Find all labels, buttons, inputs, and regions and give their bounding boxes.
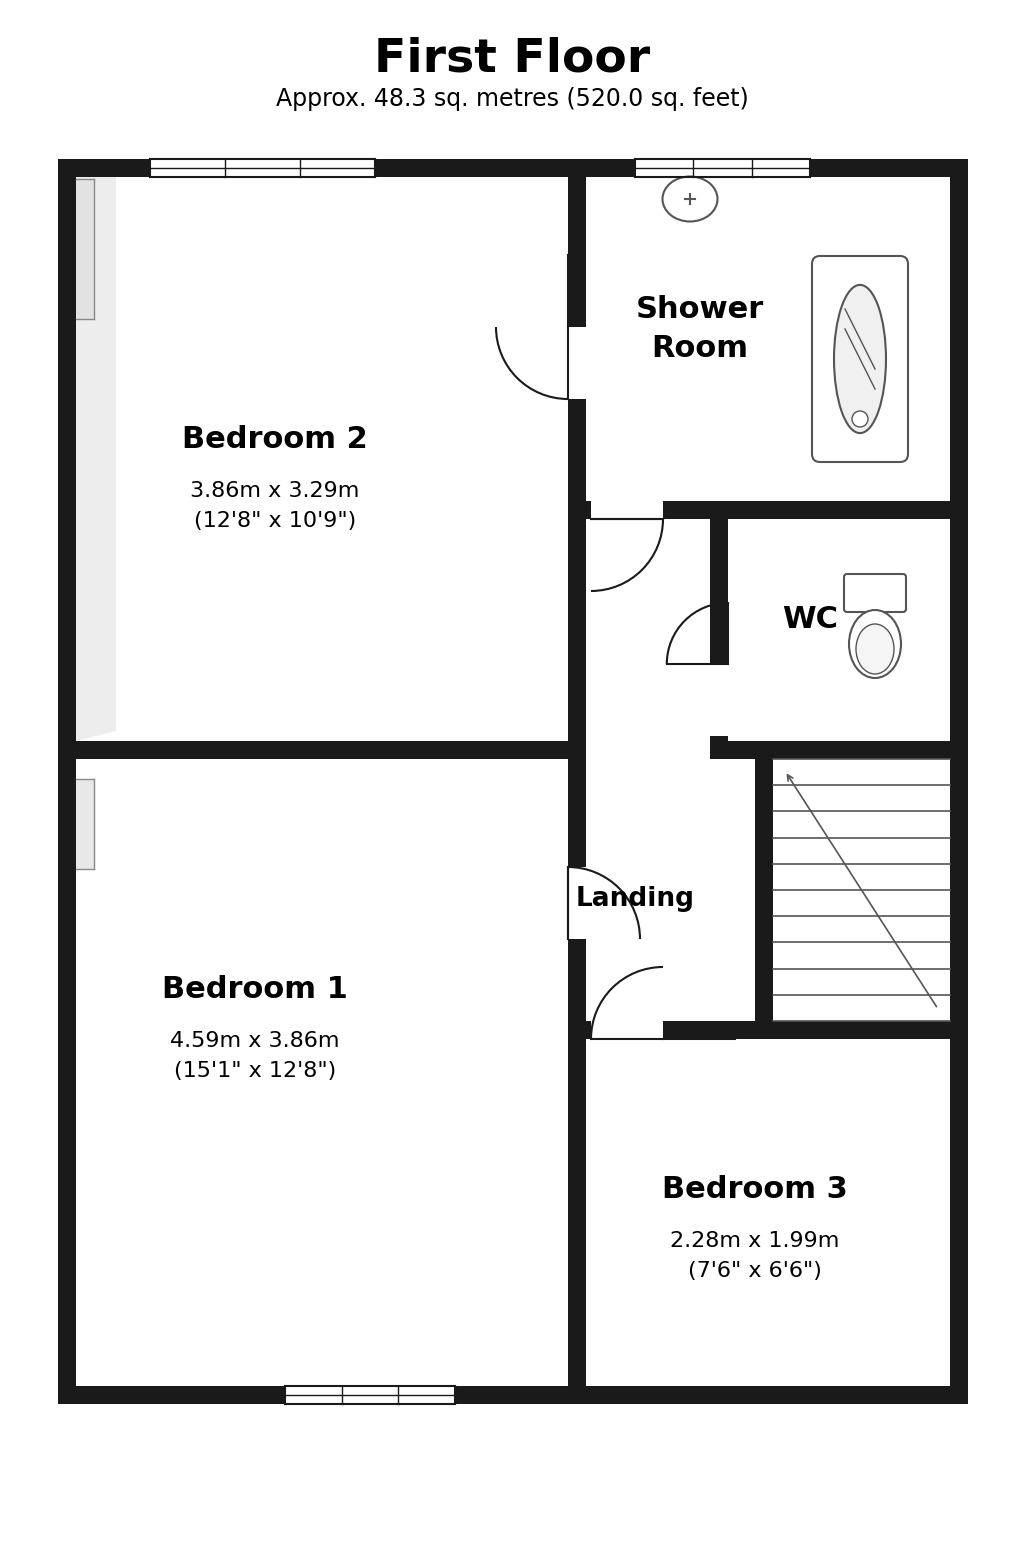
Text: Bedroom 1: Bedroom 1 [162,974,348,1004]
Polygon shape [58,160,76,1403]
Text: Shower
Room: Shower Room [636,296,764,362]
FancyBboxPatch shape [812,256,908,462]
Polygon shape [586,1386,968,1403]
Text: 2.28m x 1.99m: 2.28m x 1.99m [671,1231,840,1252]
Text: (7'6" x 6'6"): (7'6" x 6'6") [688,1261,822,1281]
Polygon shape [76,180,94,319]
Ellipse shape [849,610,901,678]
Text: Bedroom 3: Bedroom 3 [663,1174,848,1204]
Text: (15'1" x 12'8"): (15'1" x 12'8") [174,1061,336,1081]
Polygon shape [591,500,663,519]
Ellipse shape [856,624,894,674]
Text: Bedroom 2: Bedroom 2 [182,424,368,454]
Text: Landing: Landing [575,886,694,912]
Polygon shape [58,160,968,1403]
Text: (12'8" x 10'9"): (12'8" x 10'9") [194,511,356,531]
Text: Approx. 48.3 sq. metres (520.0 sq. feet): Approx. 48.3 sq. metres (520.0 sq. feet) [275,87,749,112]
Polygon shape [591,1021,663,1039]
Ellipse shape [663,177,718,222]
Polygon shape [950,160,968,1403]
Polygon shape [710,740,950,759]
Polygon shape [285,1386,455,1403]
Polygon shape [58,160,968,177]
Text: First Floor: First Floor [374,37,650,82]
Polygon shape [76,177,116,740]
Polygon shape [710,500,728,759]
Polygon shape [586,1021,950,1039]
Polygon shape [635,160,810,177]
Circle shape [852,410,868,428]
Polygon shape [150,160,375,177]
Polygon shape [710,665,728,736]
Text: WC: WC [782,604,838,634]
Polygon shape [76,740,568,759]
Text: 3.86m x 3.29m: 3.86m x 3.29m [190,482,359,500]
Polygon shape [568,867,586,939]
FancyBboxPatch shape [844,575,906,612]
Polygon shape [586,500,950,519]
Ellipse shape [834,285,886,434]
Polygon shape [568,327,586,400]
Polygon shape [58,1386,586,1403]
Text: 4.59m x 3.86m: 4.59m x 3.86m [170,1032,340,1052]
Polygon shape [755,759,773,1021]
Polygon shape [568,177,586,1386]
Polygon shape [76,779,94,869]
